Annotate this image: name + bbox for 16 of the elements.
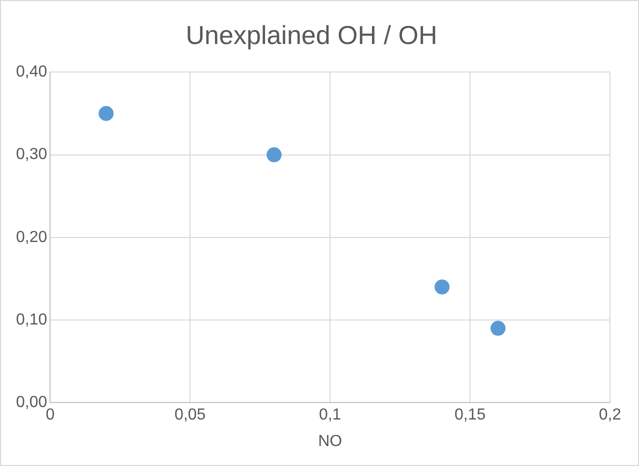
point: [266, 147, 282, 162]
x-tick-label: 0,05: [174, 406, 206, 424]
x-tick-label: 0: [46, 406, 55, 424]
y-tick-label: 0,40: [16, 64, 48, 81]
point: [98, 106, 114, 121]
x-axis-title: NO: [318, 432, 342, 450]
point: [434, 279, 450, 294]
x-tick-label: 0,15: [454, 406, 486, 424]
y-tick-label: 0,10: [16, 311, 48, 328]
y-tick-label: 0,00: [16, 394, 48, 412]
chart-title: Unexplained OH / OH: [186, 20, 438, 50]
y-tick-label: 0,20: [16, 228, 48, 246]
y-tick-label: 0,30: [16, 146, 48, 164]
x-tick-label: 0,1: [318, 406, 342, 424]
x-tick-label: 0,2: [598, 406, 622, 424]
point: [490, 320, 506, 336]
